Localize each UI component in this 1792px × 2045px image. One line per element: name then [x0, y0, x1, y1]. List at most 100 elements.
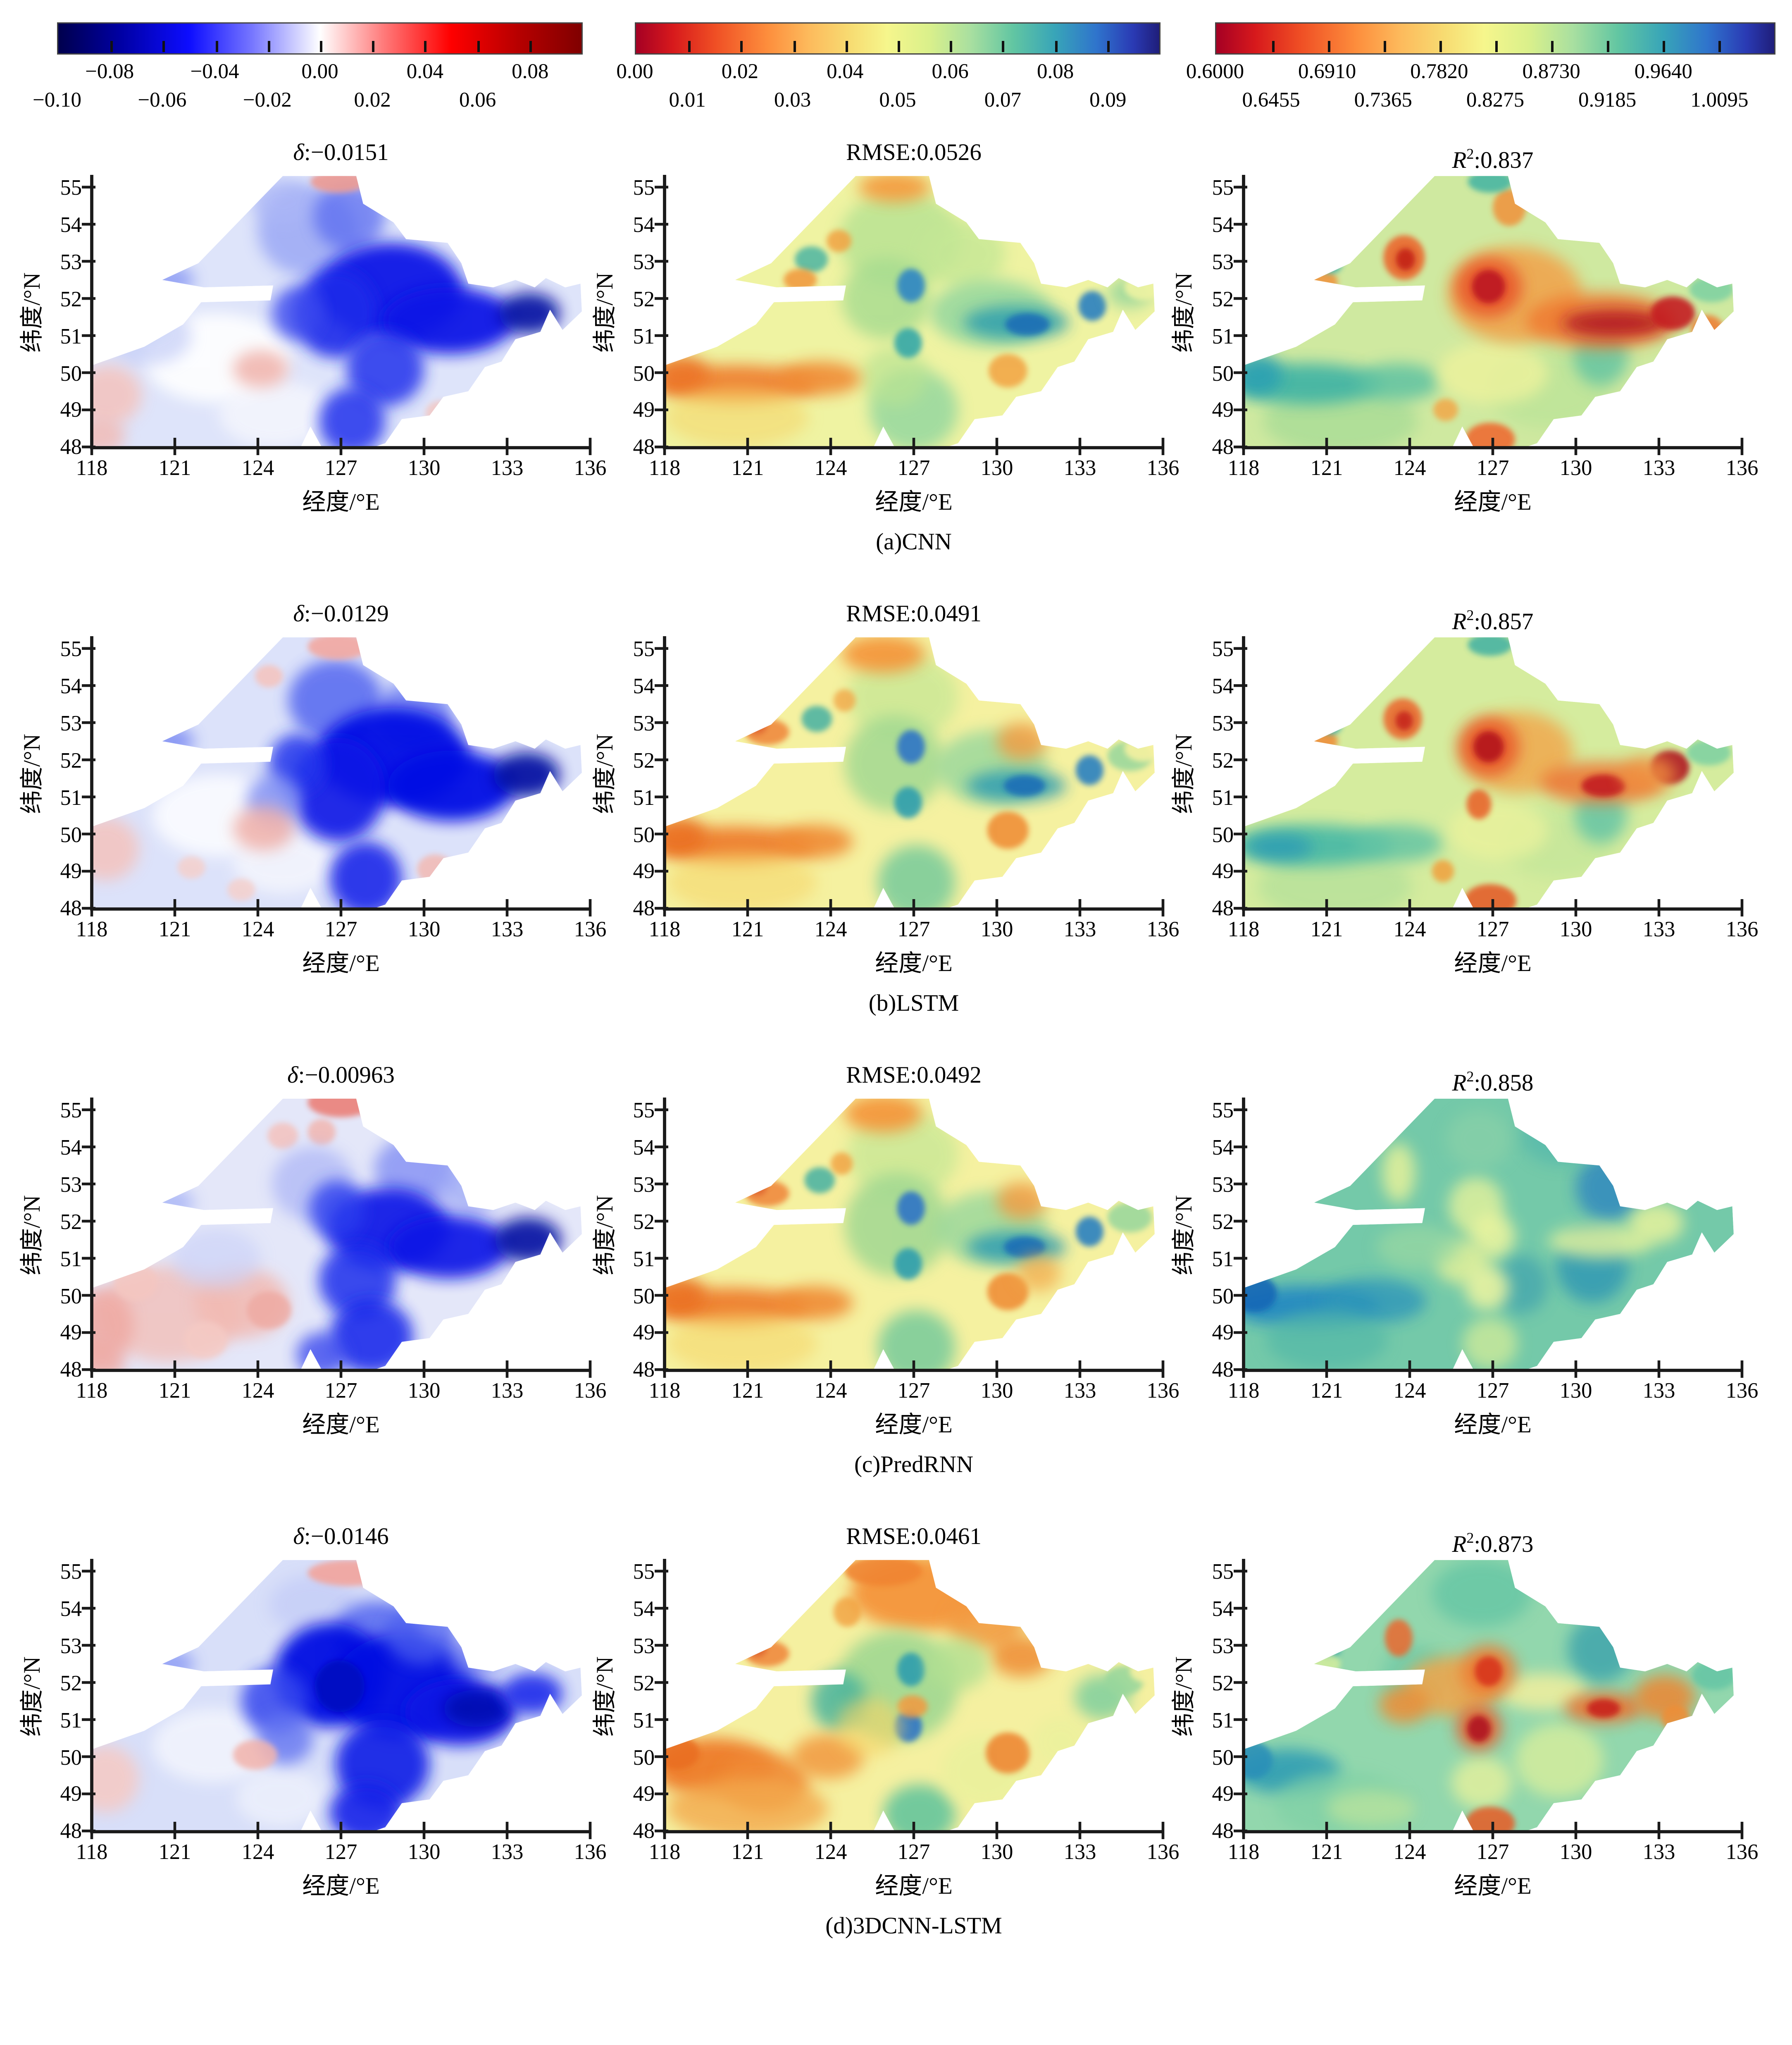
y-tick-label: 49	[60, 1320, 82, 1345]
x-tick-label: 124	[814, 916, 847, 941]
x-tick-label: 127	[897, 1839, 930, 1864]
bias-colorbar-tick-label: 0.02	[354, 88, 391, 112]
y-tick-label: 51	[1212, 1246, 1234, 1271]
y-tick-label: 54	[1212, 673, 1234, 698]
region-fill	[1244, 1560, 1734, 1831]
y-tick-label: 48	[633, 896, 655, 921]
y-tick-label: 53	[633, 249, 655, 274]
x-tick-label: 127	[1476, 1378, 1509, 1403]
row-caption: (a)CNN	[876, 530, 952, 556]
x-tick-label: 127	[324, 1378, 357, 1403]
y-tick-label: 55	[1212, 1097, 1234, 1122]
rmse-colorbar	[635, 22, 1161, 55]
y-tick-label: 50	[60, 360, 82, 385]
x-tick-label: 127	[1476, 455, 1509, 480]
panel-title: RMSE:0.0492	[846, 1063, 982, 1089]
y-tick-label: 50	[633, 360, 655, 385]
colorbar-tick-mark	[477, 41, 479, 52]
y-tick-label: 52	[1212, 1209, 1234, 1234]
y-tick-label: 54	[1212, 1134, 1234, 1160]
panel-title: δ:−0.00963	[287, 1063, 395, 1089]
colorbar-tick-mark	[110, 41, 113, 52]
x-axis-label: 经度/°E	[1454, 1874, 1532, 1900]
y-tick-label: 55	[60, 1558, 82, 1584]
region-fill	[92, 1098, 582, 1370]
y-tick-label: 51	[1212, 323, 1234, 348]
x-tick-label: 133	[1642, 1839, 1675, 1864]
map-panel-svg	[1234, 1098, 1744, 1378]
y-tick-label: 55	[1212, 636, 1234, 661]
y-tick-label: 48	[60, 1818, 82, 1844]
y-tick-label: 52	[633, 747, 655, 773]
x-tick-label: 121	[158, 455, 191, 480]
x-tick-label: 133	[1642, 1378, 1675, 1403]
row-caption: (b)LSTM	[868, 991, 959, 1017]
y-tick-label: 53	[633, 710, 655, 735]
r2-colorbar-tick-label: 0.8730	[1522, 60, 1580, 83]
y-tick-label: 51	[60, 1246, 82, 1271]
x-tick-label: 136	[1725, 455, 1759, 480]
r2-colorbar-tick-label: 1.0095	[1690, 88, 1749, 112]
x-tick-label: 136	[1725, 1378, 1759, 1403]
colorbar-tick-mark	[424, 41, 427, 52]
x-tick-label: 136	[574, 455, 607, 480]
x-axis-label: 经度/°E	[875, 490, 953, 516]
y-tick-label: 54	[633, 212, 655, 237]
y-tick-label: 48	[633, 1818, 655, 1844]
y-tick-label: 50	[633, 1744, 655, 1769]
x-tick-label: 124	[241, 1839, 274, 1864]
x-tick-label: 127	[897, 916, 930, 941]
y-tick-label: 49	[60, 859, 82, 884]
y-tick-label: 53	[60, 249, 82, 274]
colorbar-tick-mark	[1272, 41, 1275, 52]
y-tick-label: 53	[1212, 710, 1234, 735]
colorbar-tick-mark	[793, 41, 796, 52]
x-tick-label: 118	[1227, 1378, 1260, 1403]
x-tick-label: 124	[1393, 1378, 1426, 1403]
map-panel-svg	[82, 1559, 592, 1839]
y-tick-label: 52	[60, 1670, 82, 1695]
x-tick-label: 124	[241, 916, 274, 941]
y-tick-label: 55	[633, 174, 655, 200]
colorbar-tick-mark	[950, 41, 953, 52]
colorbar-tick-mark	[529, 41, 532, 52]
region-fill	[665, 176, 1155, 447]
x-axis-label: 经度/°E	[302, 490, 380, 516]
bias-colorbar-tick-label: 0.08	[512, 60, 549, 83]
x-tick-label: 133	[1063, 455, 1096, 480]
map-panel-svg	[82, 1098, 592, 1378]
x-tick-label: 118	[1227, 916, 1260, 941]
x-tick-label: 118	[76, 455, 108, 480]
x-axis-label: 经度/°E	[302, 1413, 380, 1439]
map-panel-svg	[655, 636, 1165, 916]
region-fill	[1244, 637, 1734, 909]
colorbar-tick-mark	[1002, 41, 1005, 52]
y-tick-label: 48	[633, 1357, 655, 1382]
bias-colorbar-tick-label: −0.06	[138, 88, 187, 112]
y-tick-label: 52	[60, 286, 82, 311]
x-tick-label: 121	[1310, 1378, 1343, 1403]
x-tick-label: 133	[1063, 1839, 1096, 1864]
x-tick-label: 136	[1146, 455, 1180, 480]
bias-colorbar-tick-label: −0.04	[190, 60, 239, 83]
colorbar-tick-mark	[688, 41, 691, 52]
y-tick-label: 49	[633, 1781, 655, 1806]
y-tick-label: 53	[1212, 249, 1234, 274]
y-tick-label: 52	[633, 286, 655, 311]
x-tick-label: 130	[980, 1839, 1013, 1864]
x-tick-label: 118	[76, 1378, 108, 1403]
x-tick-label: 133	[1063, 1378, 1096, 1403]
x-tick-label: 136	[1146, 916, 1180, 941]
y-tick-label: 49	[633, 397, 655, 422]
x-tick-label: 136	[1725, 1839, 1759, 1864]
x-tick-label: 136	[1725, 916, 1759, 941]
y-tick-label: 50	[1212, 360, 1234, 385]
colorbar-tick-mark	[1718, 41, 1721, 52]
bias-colorbar-tick-label: −0.02	[243, 88, 292, 112]
map-panel-svg	[655, 1559, 1165, 1839]
x-tick-label: 118	[1227, 455, 1260, 480]
x-tick-label: 130	[1559, 1378, 1592, 1403]
y-tick-label: 48	[1212, 896, 1234, 921]
r2-colorbar-tick-label: 0.9185	[1578, 88, 1637, 112]
